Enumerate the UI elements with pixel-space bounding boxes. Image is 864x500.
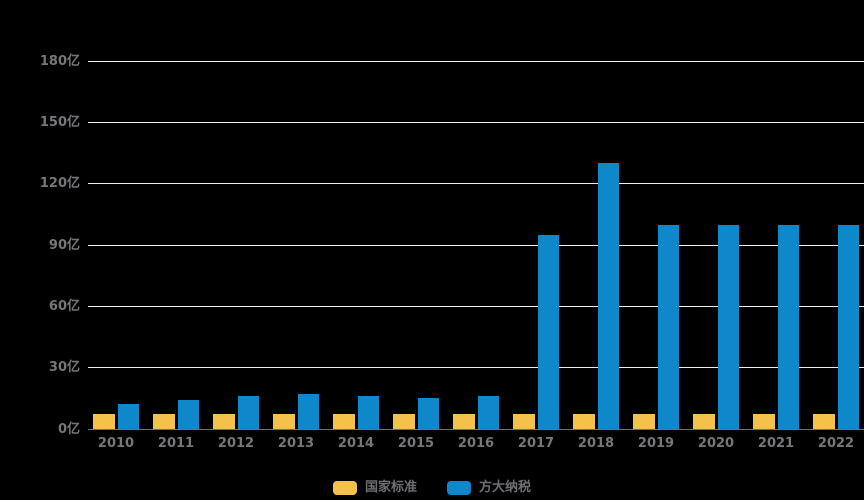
gridline-60 bbox=[88, 305, 864, 307]
bar-standard-2014[interactable] bbox=[333, 413, 355, 429]
bar-standard-2012[interactable] bbox=[213, 413, 235, 429]
bar-standard-2022[interactable] bbox=[813, 413, 835, 429]
x-axis-label-2020: 2020 bbox=[697, 436, 735, 451]
gridline-150 bbox=[88, 121, 864, 123]
y-axis-label-150: 150亿 bbox=[39, 114, 80, 130]
x-axis-label-2021: 2021 bbox=[757, 436, 795, 451]
bar-standard-2011[interactable] bbox=[153, 413, 175, 429]
y-axis-label-120: 120亿 bbox=[39, 176, 80, 192]
bar-fangda-2014[interactable] bbox=[358, 396, 379, 429]
x-axis-label-2012: 2012 bbox=[217, 436, 255, 451]
x-axis-label-2019: 2019 bbox=[637, 436, 675, 451]
legend-swatch-standard[interactable] bbox=[332, 481, 357, 495]
x-axis-label-2010: 2010 bbox=[97, 436, 135, 451]
y-axis-label-60: 60亿 bbox=[48, 298, 80, 314]
bar-fangda-2017[interactable] bbox=[538, 234, 559, 429]
y-axis-label-0: 0亿 bbox=[57, 421, 80, 437]
bar-standard-2016[interactable] bbox=[453, 413, 475, 429]
bar-standard-2010[interactable] bbox=[93, 413, 115, 429]
x-axis-label-2015: 2015 bbox=[397, 436, 435, 451]
x-axis-label-2017: 2017 bbox=[517, 436, 555, 451]
legend-label-fangda[interactable]: 方大纳税 bbox=[479, 480, 532, 495]
bar-fangda-2012[interactable] bbox=[238, 396, 259, 429]
bar-standard-2019[interactable] bbox=[633, 413, 655, 429]
bar-fangda-2021[interactable] bbox=[778, 224, 799, 429]
x-axis-label-2013: 2013 bbox=[277, 436, 315, 451]
bar-standard-2017[interactable] bbox=[513, 413, 535, 429]
bar-fangda-2013[interactable] bbox=[298, 394, 319, 429]
x-axis-label-2022: 2022 bbox=[817, 436, 855, 451]
bar-standard-2015[interactable] bbox=[393, 413, 415, 429]
x-axis-label-2014: 2014 bbox=[337, 436, 375, 451]
bar-fangda-2022[interactable] bbox=[838, 224, 859, 429]
bar-standard-2013[interactable] bbox=[273, 413, 295, 429]
legend-swatch-fangda[interactable] bbox=[447, 481, 471, 495]
x-axis-label-2016: 2016 bbox=[457, 436, 495, 451]
bar-standard-2020[interactable] bbox=[693, 413, 715, 429]
gridline-120 bbox=[88, 183, 864, 185]
y-axis-label-30: 30亿 bbox=[48, 360, 80, 376]
bar-fangda-2015[interactable] bbox=[418, 398, 439, 429]
bar-fangda-2018[interactable] bbox=[598, 163, 619, 429]
bar-fangda-2019[interactable] bbox=[658, 224, 679, 429]
x-axis-label-2011: 2011 bbox=[157, 436, 195, 451]
legend: 国家标准 方大纳税 bbox=[0, 478, 864, 498]
bar-fangda-2011[interactable] bbox=[178, 400, 199, 429]
x-axis-label-2018: 2018 bbox=[577, 436, 615, 451]
gridline-90 bbox=[88, 244, 864, 246]
gridline-30 bbox=[88, 367, 864, 369]
y-axis-label-180: 180亿 bbox=[39, 53, 80, 69]
bar-fangda-2020[interactable] bbox=[718, 224, 739, 429]
bar-standard-2018[interactable] bbox=[573, 413, 595, 429]
y-axis-label-90: 90亿 bbox=[48, 237, 80, 253]
x-axis-line bbox=[88, 429, 864, 430]
bar-fangda-2010[interactable] bbox=[118, 404, 139, 429]
gridline-180 bbox=[88, 60, 864, 62]
legend-label-standard[interactable]: 国家标准 bbox=[364, 480, 417, 495]
bar-fangda-2016[interactable] bbox=[478, 396, 499, 429]
bar-standard-2021[interactable] bbox=[753, 413, 775, 429]
